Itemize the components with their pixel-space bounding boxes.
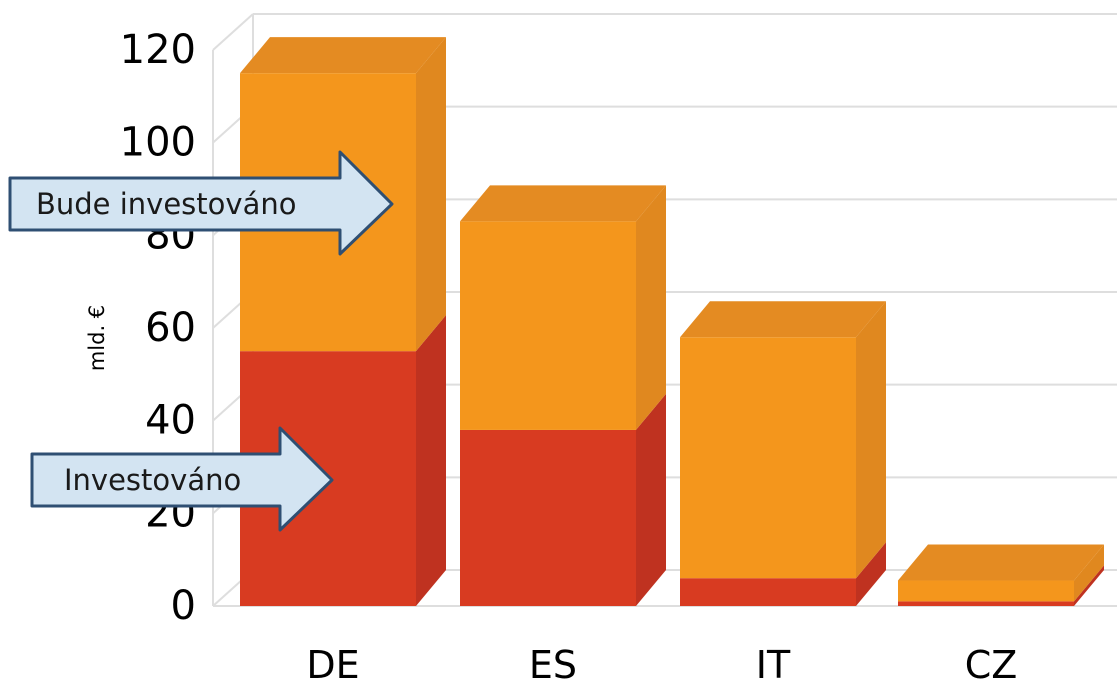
bar-it-series-1 xyxy=(680,337,856,579)
bar-side-es xyxy=(636,393,666,606)
x-tick-label: DE xyxy=(306,643,359,686)
x-axis-labels: DE ES IT CZ xyxy=(306,643,1017,686)
bar-side-de xyxy=(416,37,446,352)
annotations: Bude investováno Investováno xyxy=(8,150,394,532)
bar-side-it xyxy=(856,542,886,606)
bar-side-it xyxy=(856,301,886,579)
y-tick-label: 100 xyxy=(120,120,196,166)
y-tick-label: 60 xyxy=(145,305,196,351)
bar-cz-series-1 xyxy=(898,580,1074,602)
x-tick-label: IT xyxy=(756,643,791,686)
bar-es-series-1 xyxy=(460,221,636,430)
y-tick-label: 0 xyxy=(171,583,196,629)
bar-top-de xyxy=(240,37,446,74)
bar-side-de xyxy=(416,315,446,606)
bar-side-es xyxy=(636,185,666,430)
bars xyxy=(240,37,1104,606)
annotation-label: Investováno xyxy=(64,463,241,497)
gridline-depth xyxy=(212,13,254,51)
x-tick-label: CZ xyxy=(965,643,1018,686)
y-axis-label: mld. € xyxy=(85,305,109,371)
bar-top-cz xyxy=(898,544,1104,581)
bar-side-cz xyxy=(1074,544,1104,602)
y-tick-label: 40 xyxy=(145,398,196,444)
bar-top-it xyxy=(680,301,886,338)
y-tick-label: 120 xyxy=(120,27,196,73)
annotation-arrow-icon xyxy=(30,426,334,532)
x-tick-label: ES xyxy=(529,643,577,686)
annotation-arrow-icon xyxy=(8,150,394,256)
bar-side-cz xyxy=(1074,565,1104,606)
bar-top-es xyxy=(460,185,666,222)
bar-it-series-0 xyxy=(680,578,856,606)
bar-cz-series-0 xyxy=(898,601,1074,606)
annotation-label: Bude investováno xyxy=(36,187,296,221)
bar-es-series-0 xyxy=(460,429,636,606)
